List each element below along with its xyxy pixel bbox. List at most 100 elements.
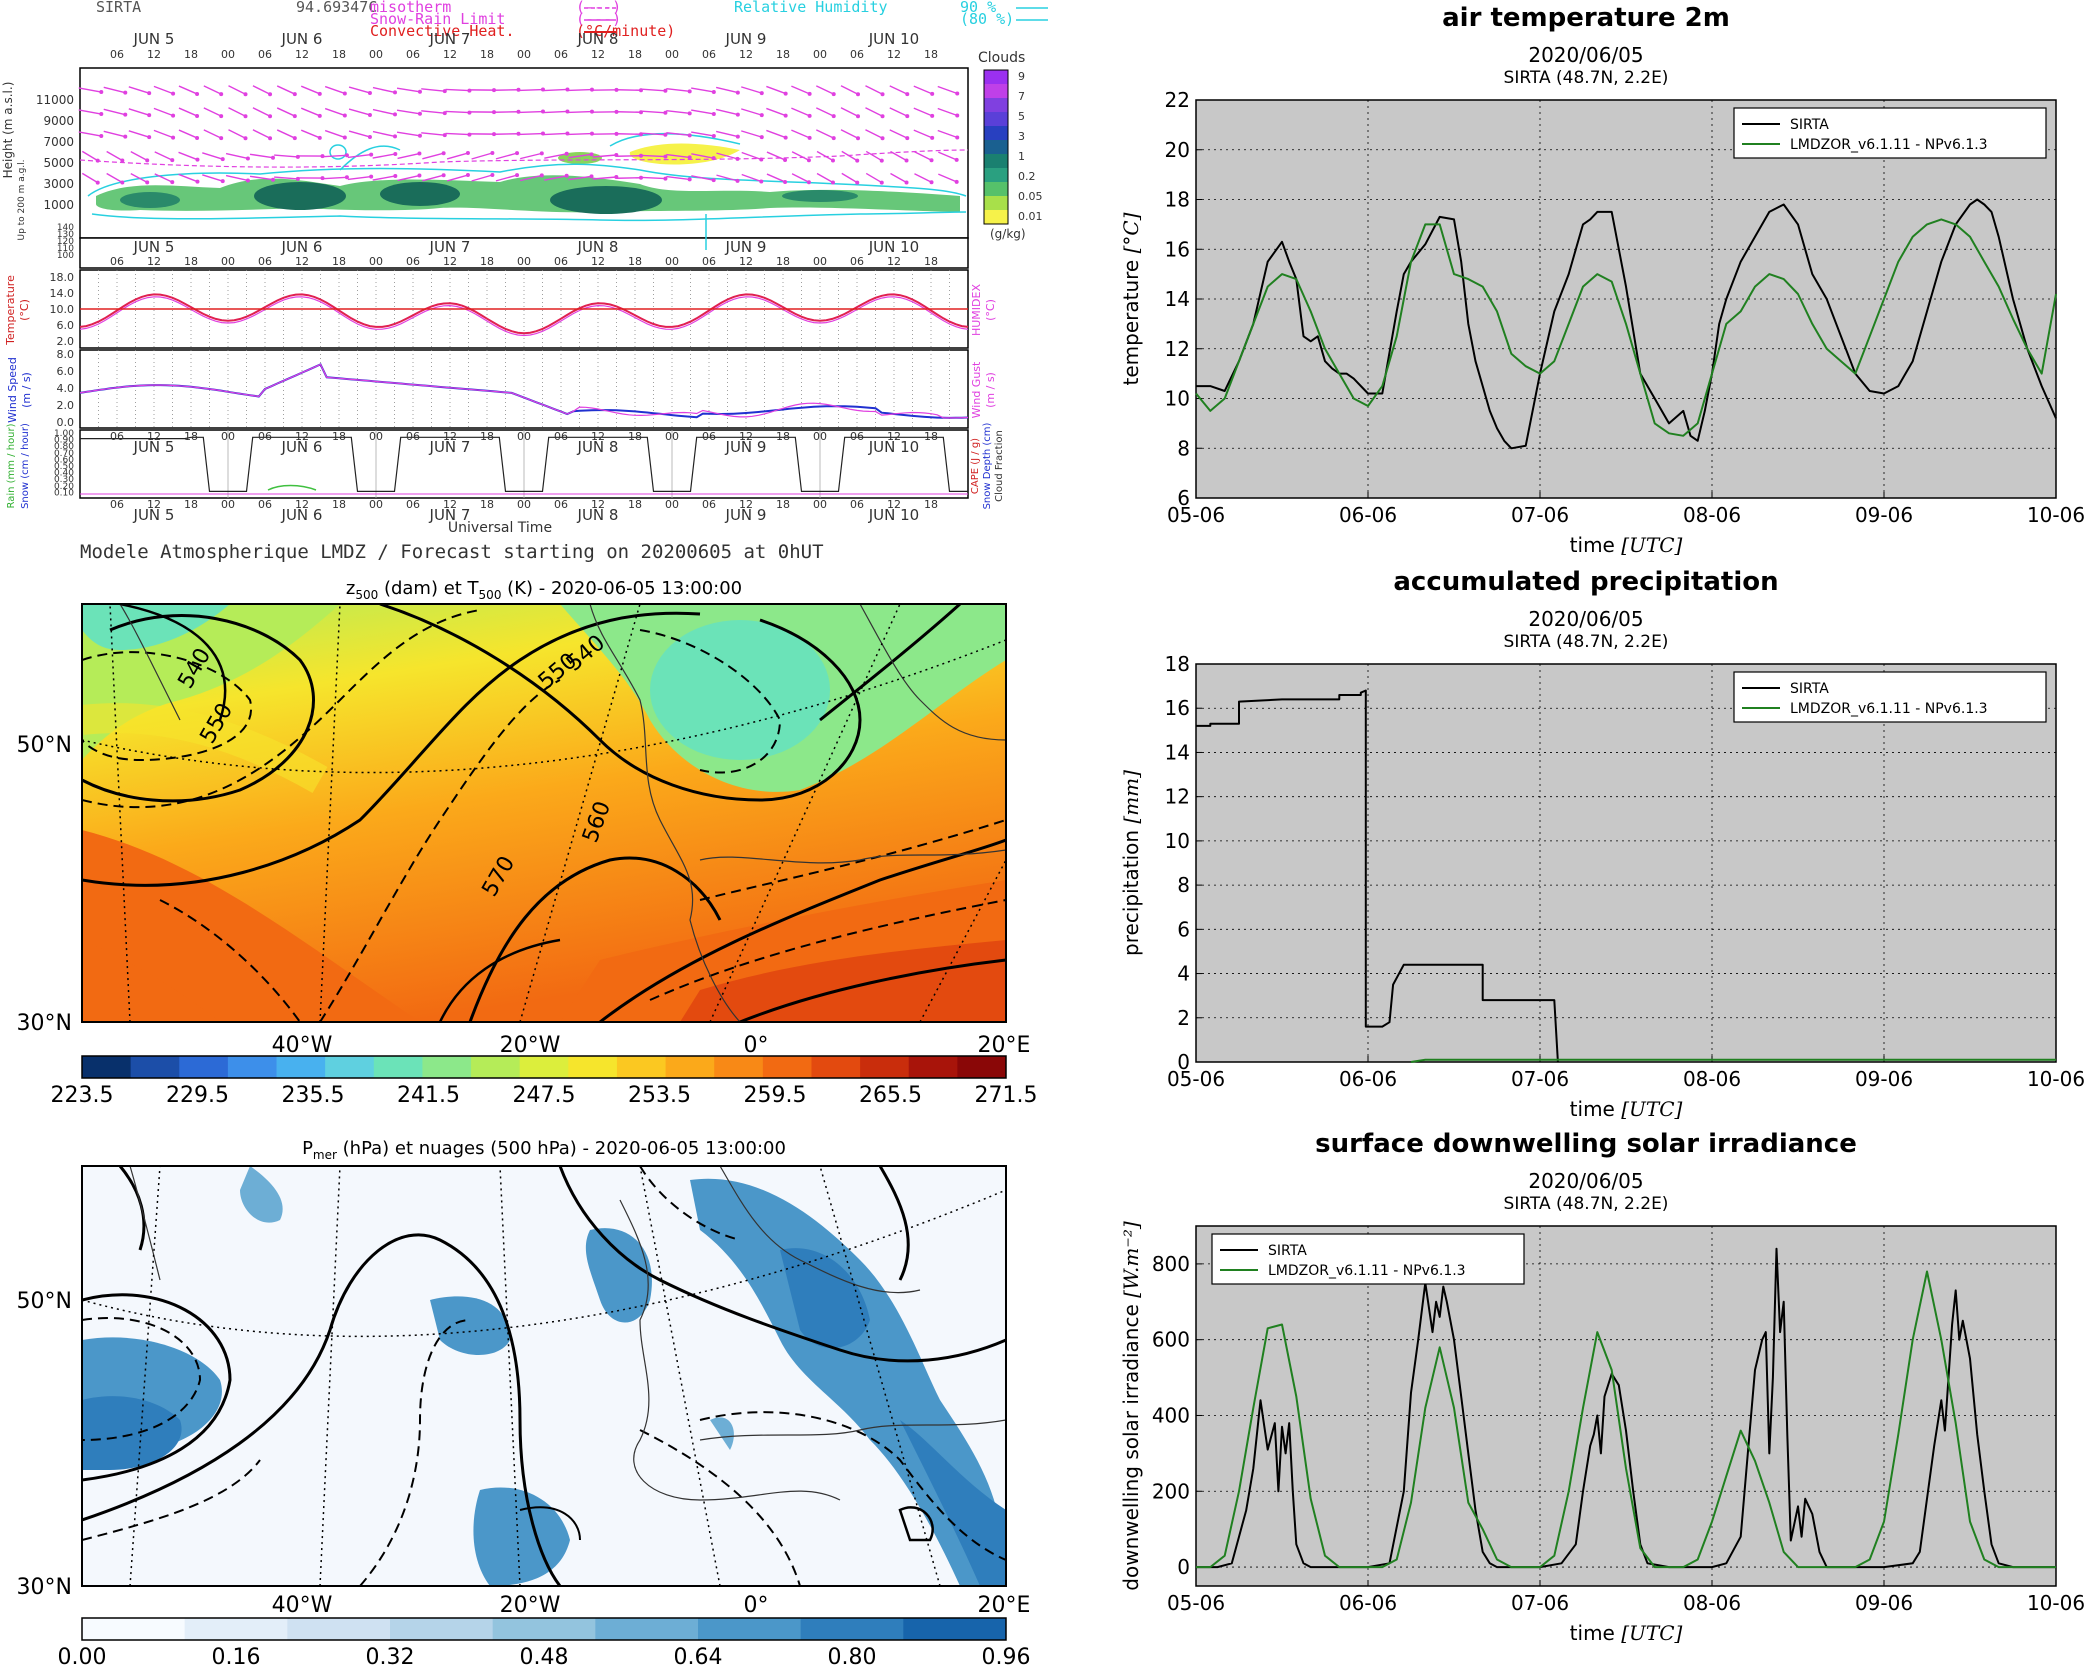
meteogram-axis-label: Temperature [4,275,17,346]
series-line-sirta [1196,1247,2056,1569]
meteogram-day-label: JUN 6 [281,238,323,256]
colorbar-swatch [800,1618,904,1640]
legend-snow-rain: Snow-Rain Limit [370,10,505,28]
colorbar-swatch [860,1056,910,1078]
map1-lon-20e: 20°E [978,1033,1031,1058]
y-tick-label: 0 [1177,1050,1190,1074]
clouds-tick: 0.2 [1018,170,1036,183]
clouds-tick: 3 [1018,130,1025,143]
colorbar-tick: 0.32 [366,1645,415,1670]
y-tick-label: 10 [1165,387,1190,411]
colorbar-swatch [373,1056,423,1078]
meteogram-station-code: 94.69347C [296,0,377,16]
meteogram-hour-label: 00 [813,255,827,268]
map1-colorbar [81,1055,1007,1079]
map1-lon-0: 0° [744,1033,769,1058]
legend-entry: SIRTA [1790,681,1829,697]
legend-rh-80: (80 %) [960,10,1014,28]
chart-subtitle: 2020/06/05 [1528,607,1643,631]
meteogram-hour-label: 06 [850,498,864,511]
meteogram-hour-label: 06 [702,48,716,61]
legend-entry: LMDZOR_v6.1.11 - NPv6.1.3 [1268,1263,1466,1279]
low-tick: 110 [57,244,74,254]
colorbar-swatch [616,1056,667,1078]
meteogram-hour-label: 00 [221,48,235,61]
meteogram-hour-label: 00 [221,255,235,268]
series-line-sirta [1196,198,2057,450]
height-tick: 9000 [43,114,74,128]
clouds-tick: 5 [1018,110,1025,123]
colorbar-swatch [184,1618,288,1640]
meteogram-hour-label: 00 [665,255,679,268]
meteogram-hour-label: 18 [184,255,198,268]
colorbar-tick: 259.5 [744,1083,807,1108]
x-tick-label: 09-06 [1855,1067,1913,1091]
meteogram-day-label: JUN 7 [429,438,471,456]
meteogram-hour-label: 18 [776,498,790,511]
height-tick: 1000 [43,198,74,212]
meteogram-hour-label: 00 [517,498,531,511]
y-tick-label: 8 [1177,873,1190,897]
y-tick-label: 20 [1165,138,1190,162]
meteogram-axis-label: Rain (mm / hour) [6,423,17,508]
y-tick-label: 18 [1165,188,1190,212]
meteogram-hour-label: 18 [924,430,938,443]
meteogram-hour-label: 00 [517,255,531,268]
y-tick-label: 600 [1152,1328,1190,1352]
meteogram-hour-label: 18 [776,255,790,268]
legend: SIRTA LMDZOR_v6.1.11 - NPv6.1.3 [1733,107,2047,159]
low-tick: 120 [57,237,74,247]
temp-tick: 2.0 [57,335,75,348]
meteogram-hour-label: 18 [924,255,938,268]
meteogram-hour-label: 12 [295,48,309,61]
meteogram-hour-label: 00 [813,430,827,443]
precip-tick: 1.00 [54,429,74,439]
x-tick-label: 08-06 [1683,1067,1741,1091]
y-tick-label: 800 [1152,1252,1190,1276]
meteogram-hour-label: 00 [665,498,679,511]
x-tick-label: 10-06 [2027,503,2085,527]
y-tick-label: 16 [1165,696,1190,720]
meteogram-hour-label: 12 [443,498,457,511]
map2-lon-40w: 40°W [272,1593,333,1618]
legend-entry: LMDZOR_v6.1.11 - NPv6.1.3 [1790,701,1988,717]
legend: SIRTA LMDZOR_v6.1.11 - NPv6.1.3 [1733,671,2047,723]
y-tick-label: 4 [1177,962,1190,986]
x-tick-label: 05-06 [1167,1067,1225,1091]
legend-snowrain-val: (---) [576,10,621,28]
map2-lat-30: 30°N [17,1575,72,1600]
colorbar-tick: 271.5 [975,1083,1038,1108]
x-axis-label: time [UTC] [1570,1097,1683,1121]
meteogram-hour-label: 06 [258,255,272,268]
meteogram-day-label: JUN 5 [133,238,175,256]
meteogram-hour-label: 00 [665,430,679,443]
colorbar-swatch [492,1618,596,1640]
meteogram-hour-label: 12 [591,48,605,61]
legend-rh: Relative Humidity [734,0,888,16]
map1-lat-50: 50°N [17,733,72,758]
meteogram-hour-label: 06 [258,498,272,511]
colorbar-swatch [698,1618,802,1640]
meteogram-day-label: JUN 6 [281,506,323,524]
meteogram-hour-label: 12 [147,255,161,268]
wind-arrows [78,85,960,185]
colorbar-swatch [568,1056,618,1078]
series-line-lmdzor [1195,218,2057,437]
colorbar-tick: 265.5 [859,1083,922,1108]
legend: SIRTA LMDZOR_v6.1.11 - NPv6.1.3 [1211,1233,1525,1285]
meteogram-axis-label: (°C) [984,299,997,321]
map1-title: z500 (dam) et T500 (K) - 2020-06-05 13:0… [346,578,742,602]
meteogram-hour-label: 12 [295,498,309,511]
wind-tick: 6.0 [57,365,75,378]
colorbar-swatch [908,1056,958,1078]
meteogram-hour-label: 06 [110,430,124,443]
colorbar-swatch [471,1056,521,1078]
wind-tick: 8.0 [57,348,75,361]
meteogram-day-label: JUN 8 [577,30,619,48]
meteogram-hour-label: 18 [480,255,494,268]
meteogram-hour-label: 18 [480,498,494,511]
meteogram-axis-label: (°C) [18,299,31,321]
x-axis-label: time [UTC] [1570,1621,1683,1645]
meteogram-hour-label: 12 [591,255,605,268]
